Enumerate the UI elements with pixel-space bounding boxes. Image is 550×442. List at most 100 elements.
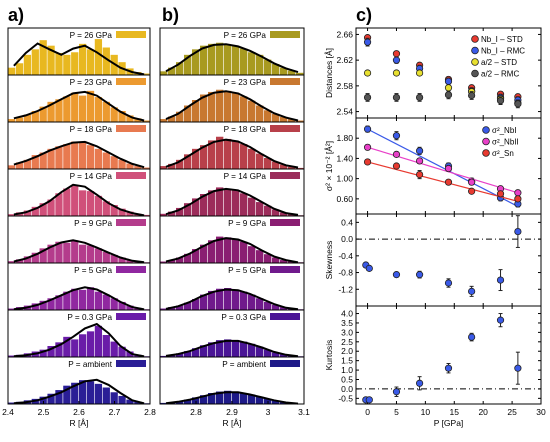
histogram-bar — [71, 339, 78, 357]
histogram-bar — [95, 248, 102, 263]
data-point — [515, 196, 521, 202]
data-point — [515, 365, 521, 371]
y-axis-label: Distances [Å] — [324, 48, 334, 98]
data-point — [445, 85, 451, 91]
data-point — [364, 144, 370, 150]
y-axis-label: Kurtosis — [324, 340, 334, 371]
histogram-b-row-6: P = 0.3 GPa — [160, 310, 304, 357]
histogram-bar — [256, 106, 263, 123]
pressure-label: P = 14 GPa — [224, 172, 267, 181]
x-tick-label: 25 — [507, 407, 517, 417]
histogram-bar — [248, 198, 255, 216]
histogram-bar — [95, 384, 102, 404]
histogram-bar — [160, 71, 167, 75]
legend-marker — [472, 59, 479, 66]
data-point — [416, 94, 422, 100]
pressure-label: P = 18 GPa — [70, 125, 113, 134]
histogram-bar — [224, 91, 231, 122]
histogram-b-row-2: P = 18 GPa — [160, 122, 304, 169]
legend-entry: Nb_I – STD — [481, 35, 523, 44]
data-point — [364, 39, 370, 45]
data-point — [393, 70, 399, 76]
histogram-bar — [232, 46, 239, 75]
histogram-bar — [224, 139, 231, 169]
legend-marker — [483, 127, 490, 134]
histogram-bar — [95, 97, 102, 122]
data-point — [393, 271, 399, 277]
y-tick-label: 2.5 — [341, 337, 353, 347]
y-tick-label: -0.4 — [338, 251, 353, 261]
pressure-label: P = 18 GPa — [224, 125, 267, 134]
histogram-bar — [208, 44, 215, 75]
data-point — [445, 78, 451, 84]
data-point — [393, 151, 399, 157]
legend-marker — [483, 150, 490, 157]
histogram-b-row-5: P = 5 GPa — [160, 263, 304, 310]
histogram-bar — [63, 243, 70, 263]
data-point — [416, 380, 422, 386]
data-point — [468, 92, 474, 98]
histogram-a-row-5: P = 5 GPa — [8, 263, 150, 310]
y-tick-label: 1.0 — [341, 365, 353, 375]
data-point — [445, 179, 451, 185]
histogram-bar — [103, 295, 110, 310]
x-axis-label: P [GPa] — [434, 418, 464, 428]
histogram-a-row-6: P = 0.3 GPa — [8, 310, 150, 357]
data-point — [445, 280, 451, 286]
histogram-bar — [248, 246, 255, 263]
legend-marker — [472, 47, 479, 54]
x-tick-label: 2.9 — [226, 407, 238, 417]
histogram-bar — [71, 142, 78, 170]
legend-marker — [472, 70, 479, 77]
histogram-a-row-4: P = 9 GPa — [8, 216, 150, 263]
y-tick-label: 1.5 — [341, 356, 353, 366]
histogram-bar — [79, 44, 86, 75]
histogram-bar — [216, 90, 223, 122]
legend-swatch — [270, 125, 300, 132]
data-point — [497, 317, 503, 323]
histogram-a-row-1: P = 23 GPa — [8, 75, 150, 122]
histogram-bar — [63, 144, 70, 169]
legend-entry: σ²_NbI — [492, 126, 517, 135]
data-point — [416, 70, 422, 76]
histogram-bar — [71, 52, 78, 75]
pressure-label: P = 5 GPa — [228, 266, 266, 275]
histogram-bar — [208, 92, 215, 122]
y-tick-label: 1.40 — [336, 153, 353, 163]
histogram-bar — [79, 290, 86, 310]
legend-swatch — [270, 78, 300, 85]
y-tick-label: 2.54 — [336, 107, 353, 117]
y-tick-label: -0.5 — [338, 393, 353, 403]
y-tick-label: 3.5 — [341, 318, 353, 328]
legend-swatch — [270, 172, 300, 179]
histogram-bar — [256, 202, 263, 216]
histogram-bar — [256, 250, 263, 263]
x-tick-label: 2.4 — [2, 407, 14, 417]
histogram-bar — [248, 149, 255, 169]
histogram-bar — [71, 93, 78, 122]
x-tick-label: 30 — [536, 407, 546, 417]
histogram-bar — [87, 381, 94, 404]
data-point — [515, 101, 521, 107]
pressure-label: P = 14 GPa — [70, 172, 113, 181]
histogram-bar — [248, 101, 255, 122]
data-point — [416, 171, 422, 177]
legend-entry: σ²_Sn — [492, 149, 514, 158]
histogram-bar — [240, 292, 247, 310]
legend-swatch — [116, 360, 146, 367]
pressure-label: P = 23 GPa — [70, 78, 113, 87]
histogram-bar — [79, 245, 86, 263]
x-tick-label: 5 — [394, 407, 399, 417]
y-tick-label: -0.8 — [338, 268, 353, 278]
y-tick-label: 0.0 — [341, 384, 353, 394]
y-tick-label: 3.0 — [341, 327, 353, 337]
x-tick-label: 2.5 — [38, 407, 50, 417]
histogram-bar — [256, 154, 263, 169]
histogram-a-row-0: P = 26 GPa — [8, 28, 150, 75]
histogram-bar — [224, 45, 231, 75]
histogram-bar — [8, 165, 15, 169]
panel-label-a: a) — [8, 5, 24, 25]
y-tick-label: 0.4 — [341, 217, 353, 227]
y-tick-label: 0.0 — [341, 234, 353, 244]
histogram-bar — [79, 143, 86, 169]
